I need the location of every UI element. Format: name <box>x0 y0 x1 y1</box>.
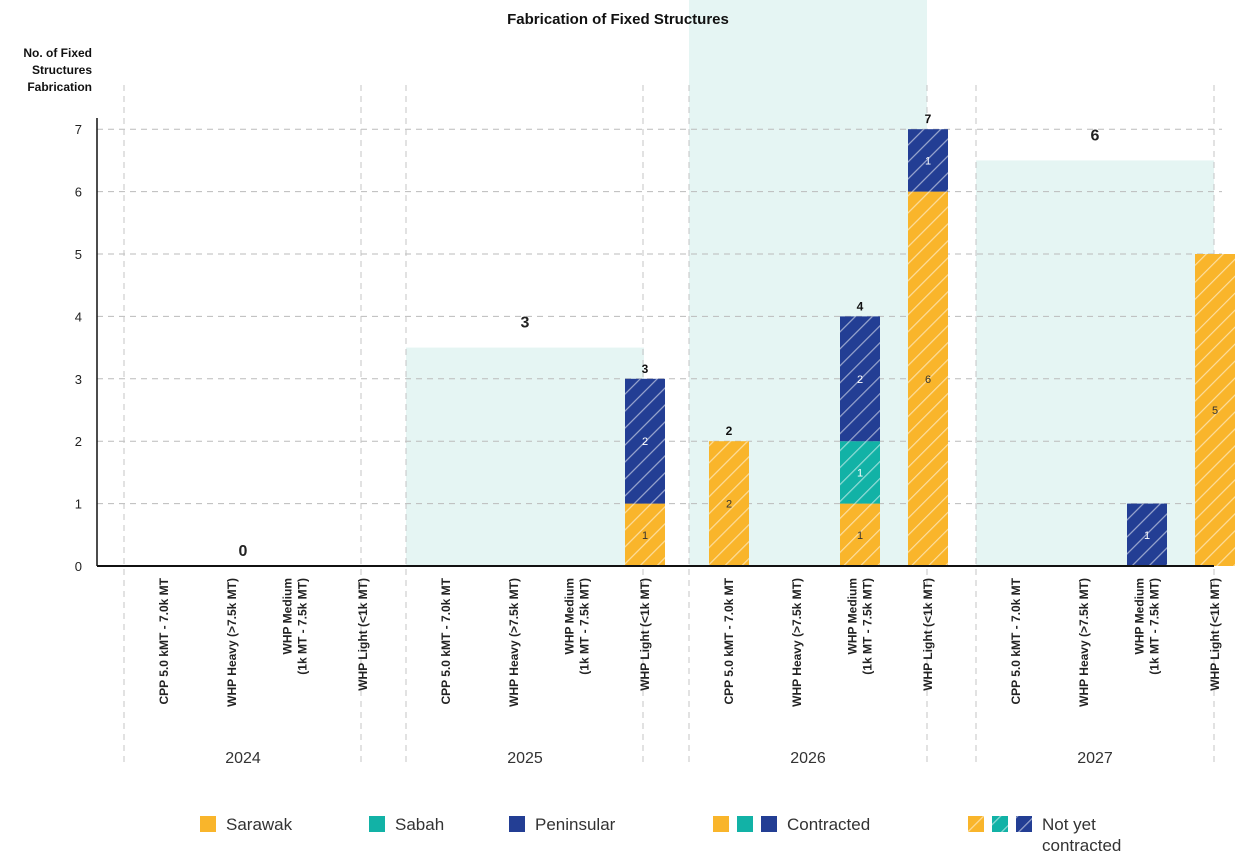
y-tick-label: 6 <box>75 185 82 200</box>
year-label: 2027 <box>1077 750 1113 767</box>
y-tick-label: 7 <box>75 122 82 137</box>
bar-marks <box>625 129 1235 566</box>
legend-label: Sabah <box>395 815 444 834</box>
category-label: CPP 5.0 kMT - 7.0k MT <box>439 577 453 704</box>
bar-total-label: 3 <box>642 362 649 376</box>
legend-swatch <box>509 816 525 832</box>
segment-value-label: 6 <box>925 374 931 386</box>
category-label: WHP Medium <box>563 578 577 654</box>
category-label: WHP Light (<1k MT) <box>638 578 652 691</box>
segment-value-label: 1 <box>857 467 863 479</box>
category-label: WHP Heavy (>7.5k MT) <box>1077 578 1091 707</box>
category-label: WHP Heavy (>7.5k MT) <box>225 578 239 707</box>
category-label: CPP 5.0 kMT - 7.0k MT <box>157 577 171 704</box>
legend-item: Not yet contracted <box>968 815 1121 854</box>
y-tick-label: 5 <box>75 247 82 262</box>
bar-total-label: 7 <box>925 112 932 126</box>
category-label: (1k MT - 7.5k MT) <box>861 578 875 675</box>
y-axis-label: Fabrication <box>27 80 92 94</box>
legend-label: Peninsular <box>535 815 616 834</box>
legend-item: Sabah <box>369 815 444 834</box>
chart-labels: Fabrication of Fixed Structures No. of Fi… <box>23 11 1222 767</box>
legend-item: Sarawak <box>200 815 293 834</box>
bar-segment-hatch <box>1195 254 1235 566</box>
year-label: 2026 <box>790 750 826 767</box>
legend-item: Peninsular <box>509 815 616 834</box>
year-label: 2024 <box>225 750 261 767</box>
category-label: CPP 5.0 kMT - 7.0k MT <box>1009 577 1023 704</box>
segment-value-label: 2 <box>726 499 732 511</box>
axes <box>96 118 1214 567</box>
group-total-label: 3 <box>521 315 530 332</box>
legend-item: Contracted <box>713 815 870 834</box>
bar-total-label: 4 <box>857 299 864 313</box>
legend-label: Contracted <box>787 815 870 834</box>
bar-total-label: 2 <box>726 424 733 438</box>
group-bands <box>406 0 1214 567</box>
legend-swatch-hatch <box>968 816 984 832</box>
bar-segment-hatch <box>625 378 665 504</box>
category-label: (1k MT - 7.5k MT) <box>1148 578 1162 675</box>
y-axis-label: No. of Fixed <box>23 46 92 60</box>
segment-value-label: 1 <box>857 530 863 542</box>
legend-swatch <box>713 816 729 832</box>
legend-swatch <box>200 816 216 832</box>
legend-swatch <box>761 816 777 832</box>
segment-value-label: 1 <box>925 155 931 167</box>
group-total-label: 6 <box>1091 127 1100 144</box>
y-axis-label: Structures <box>32 63 92 77</box>
category-label: WHP Medium <box>281 578 295 654</box>
legend-swatch-hatch <box>1016 816 1032 832</box>
bar-segment-hatch <box>840 503 880 566</box>
category-label: (1k MT - 7.5k MT) <box>296 578 310 675</box>
bar-segment-hatch <box>625 503 665 566</box>
y-tick-label: 2 <box>75 434 82 449</box>
bar-segment-hatch <box>1127 503 1167 566</box>
segment-value-label: 2 <box>642 436 648 448</box>
group-band <box>976 160 1214 566</box>
category-label: (1k MT - 7.5k MT) <box>578 578 592 675</box>
segment-value-label: 5 <box>1212 405 1218 417</box>
group-band <box>406 347 644 566</box>
legend-swatch-hatch <box>992 816 1008 832</box>
bar-segment-hatch <box>908 191 948 566</box>
segment-value-label: 2 <box>857 374 863 386</box>
legend-label: Not yet <box>1042 815 1096 834</box>
y-tick-label: 3 <box>75 372 82 387</box>
legend-swatch <box>369 816 385 832</box>
category-label: WHP Light (<1k MT) <box>921 578 935 691</box>
group-total-label: 0 <box>239 543 248 560</box>
legend-label: Sarawak <box>226 815 293 834</box>
category-label: WHP Medium <box>1133 578 1147 654</box>
bar-segment-hatch <box>908 129 948 192</box>
category-label: WHP Medium <box>846 578 860 654</box>
y-tick-label: 1 <box>75 497 82 512</box>
y-tick-label: 4 <box>75 309 82 324</box>
category-label: WHP Heavy (>7.5k MT) <box>507 578 521 707</box>
legend-swatch <box>737 816 753 832</box>
category-label: WHP Light (<1k MT) <box>356 578 370 691</box>
category-label: CPP 5.0 kMT - 7.0k MT <box>722 577 736 704</box>
category-label: WHP Light (<1k MT) <box>1208 578 1222 691</box>
category-label: WHP Heavy (>7.5k MT) <box>790 578 804 707</box>
bar-segment-hatch <box>840 316 880 442</box>
chart-title: Fabrication of Fixed Structures <box>507 11 729 28</box>
year-label: 2025 <box>507 750 543 767</box>
legend-label: contracted <box>1042 836 1121 854</box>
bar-segment-hatch <box>709 441 749 566</box>
y-tick-label: 0 <box>75 559 82 574</box>
segment-value-label: 1 <box>1144 530 1150 542</box>
segment-value-label: 1 <box>642 530 648 542</box>
legend: Sarawak Sabah Peninsular Contracted Not yet c… <box>200 815 1121 854</box>
bar-segment-hatch <box>840 441 880 504</box>
